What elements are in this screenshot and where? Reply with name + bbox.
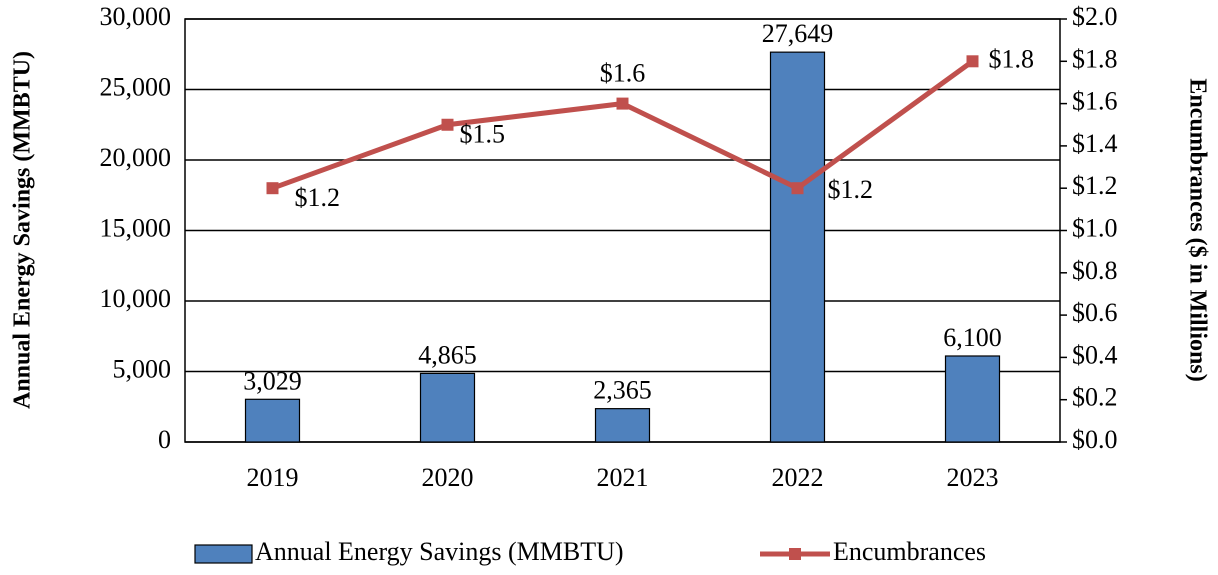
- bar-value-label: 2,365: [593, 376, 652, 405]
- y2-tick-label: $0.4: [1072, 340, 1118, 369]
- bar: [244, 398, 301, 443]
- y2-tick-label: $1.0: [1072, 213, 1118, 242]
- y2-tick-label: $1.2: [1072, 171, 1118, 200]
- bar-value-label: 4,865: [418, 340, 477, 369]
- line-marker: [441, 118, 454, 131]
- y2-tick-label: $2.0: [1072, 2, 1118, 31]
- line-marker: [266, 182, 279, 195]
- legend-swatch: [194, 544, 253, 564]
- y2-axis-title: Encumbrances ($ in Millions): [1184, 78, 1210, 381]
- y-tick-label: 30,000: [100, 2, 172, 31]
- bar-value-label: 3,029: [243, 366, 302, 395]
- y-tick-label: 25,000: [100, 72, 172, 101]
- y2-tick-label: $0.2: [1072, 383, 1118, 412]
- x-tick-label: 2021: [597, 463, 649, 492]
- line-value-label: $1.2: [295, 183, 341, 212]
- y-tick-label: 10,000: [100, 284, 172, 313]
- y-axis-title: Annual Energy Savings (MMBTU): [10, 51, 36, 409]
- y2-tick-label: $0.6: [1072, 298, 1118, 327]
- y-tick-label: 20,000: [100, 143, 172, 172]
- legend-marker: [789, 548, 801, 560]
- x-tick-label: 2022: [772, 463, 824, 492]
- line-value-label: $1.6: [600, 59, 646, 88]
- x-tick-label: 2019: [247, 463, 299, 492]
- line-value-label: $1.8: [989, 44, 1035, 73]
- line-marker: [791, 182, 804, 195]
- bar: [769, 51, 826, 443]
- bar: [944, 355, 1001, 443]
- y2-tick-label: $0.8: [1072, 256, 1118, 285]
- y-tick-label: 0: [158, 425, 171, 454]
- y2-tick-label: $1.8: [1072, 44, 1118, 73]
- y2-tick-label: $1.6: [1072, 87, 1118, 116]
- bar-value-label: 27,649: [762, 19, 834, 48]
- y-tick-label: 15,000: [100, 213, 172, 242]
- line-value-label: $1.2: [828, 175, 874, 204]
- x-tick-label: 2023: [947, 463, 999, 492]
- legend-label: Annual Energy Savings (MMBTU): [255, 537, 624, 566]
- bar-value-label: 6,100: [943, 323, 1002, 352]
- line-marker: [966, 55, 979, 68]
- y-tick-label: 5,000: [113, 354, 172, 383]
- y2-tick-label: $1.4: [1072, 129, 1118, 158]
- y2-tick-label: $0.0: [1072, 425, 1118, 454]
- bar: [594, 408, 651, 443]
- line-value-label: $1.5: [460, 120, 506, 149]
- line-marker: [616, 97, 629, 110]
- legend-label: Encumbrances: [833, 537, 986, 566]
- bar: [419, 372, 476, 443]
- x-tick-label: 2020: [422, 463, 474, 492]
